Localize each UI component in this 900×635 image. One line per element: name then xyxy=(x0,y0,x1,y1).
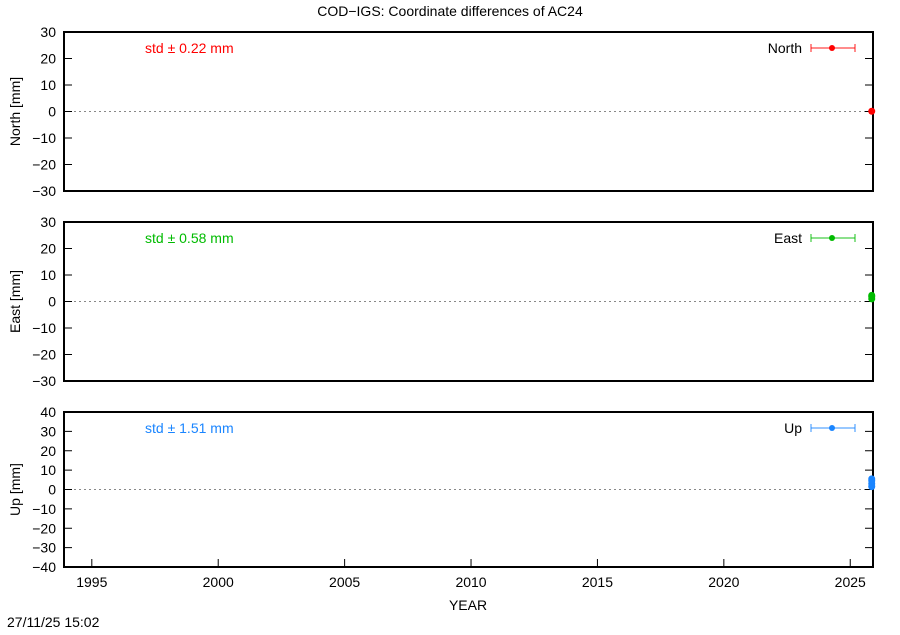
timestamp: 27/11/25 15:02 xyxy=(7,614,100,630)
data-point xyxy=(868,107,876,115)
y-tick-label: 20 xyxy=(40,443,56,459)
y-tick-label: −20 xyxy=(32,520,56,536)
y-tick-label: 40 xyxy=(40,404,56,420)
y-tick-label: −20 xyxy=(32,347,56,363)
x-tick-label: 2010 xyxy=(455,574,486,590)
y-axis-label: North [mm] xyxy=(7,77,23,146)
y-tick-label: −40 xyxy=(32,559,56,575)
y-tick-label: −20 xyxy=(32,157,56,173)
x-tick-label: 2020 xyxy=(708,574,739,590)
chart-title: COD−IGS: Coordinate differences of AC24 xyxy=(317,3,583,19)
data-point xyxy=(868,475,876,483)
y-tick-label: 0 xyxy=(48,104,56,120)
legend-marker xyxy=(829,425,835,431)
y-tick-label: 0 xyxy=(48,294,56,310)
y-tick-label: 10 xyxy=(40,77,56,93)
x-tick-label: 2000 xyxy=(203,574,234,590)
legend-label: East xyxy=(774,230,802,246)
x-tick-label: 2015 xyxy=(582,574,613,590)
y-tick-label: 20 xyxy=(40,51,56,67)
y-tick-label: 30 xyxy=(40,214,56,230)
x-tick-label: 2005 xyxy=(329,574,360,590)
y-axis-label: East [mm] xyxy=(7,270,23,333)
y-tick-label: −30 xyxy=(32,183,56,199)
x-tick-label: 2025 xyxy=(835,574,866,590)
legend-label: Up xyxy=(784,420,802,436)
y-tick-label: −10 xyxy=(32,501,56,517)
y-tick-label: 20 xyxy=(40,241,56,257)
y-tick-label: −30 xyxy=(32,373,56,389)
y-tick-label: −10 xyxy=(32,320,56,336)
std-label: std ± 1.51 mm xyxy=(145,420,234,436)
y-tick-label: 30 xyxy=(40,423,56,439)
y-tick-label: 30 xyxy=(40,24,56,40)
y-tick-label: 10 xyxy=(40,267,56,283)
x-axis-label: YEAR xyxy=(449,597,487,613)
y-tick-label: −10 xyxy=(32,130,56,146)
y-tick-label: 0 xyxy=(48,482,56,498)
legend-marker xyxy=(829,235,835,241)
y-tick-label: 10 xyxy=(40,462,56,478)
x-tick-label: 1995 xyxy=(76,574,107,590)
y-axis-label: Up [mm] xyxy=(7,463,23,516)
y-tick-label: −30 xyxy=(32,540,56,556)
data-point xyxy=(868,291,876,299)
std-label: std ± 0.58 mm xyxy=(145,230,234,246)
legend-label: North xyxy=(768,40,802,56)
legend-marker xyxy=(829,45,835,51)
std-label: std ± 0.22 mm xyxy=(145,40,234,56)
